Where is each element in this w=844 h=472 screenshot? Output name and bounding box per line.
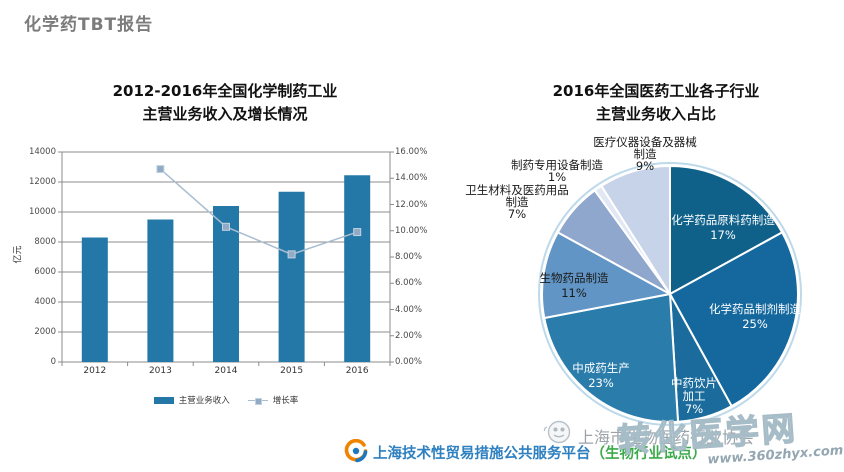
bar-2016 (344, 175, 371, 362)
bar-2015 (278, 191, 305, 362)
left-chart-title: 2012-2016年全国化学制药工业 主营业务收入及增长情况 (40, 80, 410, 126)
revenue-swatch (153, 396, 174, 404)
right-tick-label: 12.00% (395, 199, 428, 210)
x-label-2013: 2013 (148, 366, 172, 376)
right-chart-title-line1: 2016年全国医药工业各子行业 (552, 82, 760, 100)
pie-slice-4 (543, 293, 680, 423)
legend-item-revenue: 主营业务收入 (153, 394, 230, 406)
left-tick-label: 0 (50, 357, 56, 367)
platform-name-suffix: （生物行业试点） (590, 446, 707, 462)
growth-marker-point (156, 165, 165, 174)
x-label-2014: 2014 (214, 366, 238, 376)
left-tick-label: 8000 (34, 237, 56, 247)
right-tick-label: 16.00% (395, 147, 428, 157)
bar-2013 (147, 219, 174, 362)
x-label-2012: 2012 (83, 366, 107, 376)
right-tick-label: 0.00% (395, 357, 423, 367)
pie-outer-ring (538, 162, 802, 426)
left-tick-label: 12000 (28, 177, 56, 187)
growth-marker-point (353, 228, 362, 237)
pie-slice-2 (669, 231, 799, 408)
pie-slice-8 (600, 165, 671, 295)
growth-line-path (159, 168, 358, 256)
right-tick-label: 2.00% (395, 330, 423, 341)
association-name: 上海市生物医药行业协会 (578, 428, 755, 447)
pie-slice-5 (541, 231, 671, 319)
legend-growth-label: 增长率 (272, 396, 299, 406)
right-chart-title-line2: 主营业务收入占比 (595, 105, 716, 123)
growth-marker-point (287, 250, 296, 259)
left-tick-label: 14000 (28, 147, 56, 157)
right-tick-label: 6.00% (395, 278, 423, 289)
left-tick-label: 6000 (34, 267, 56, 277)
right-tick-label: 14.00% (395, 173, 428, 184)
left-chart-title-line1: 2012-2016年全国化学制药工业 (112, 82, 338, 100)
right-tick-label: 4.00% (395, 304, 423, 315)
legend-item-growth: 增长率 (247, 394, 299, 406)
growth-marker-icon (254, 397, 262, 405)
platform-name: 上海技术性贸易措施公共服务平台（生物行业试点） (373, 442, 707, 463)
association-logo-icon (543, 420, 571, 444)
right-axis-tick-labels: 16.00% 14.00% 12.00% 10.00% 8.00% 6.00% 4.00% 2… (395, 147, 443, 367)
left-chart-title-line2: 主营业务收入及增长情况 (142, 105, 308, 123)
x-label-2016: 2016 (345, 366, 369, 376)
left-tick-label: 10000 (28, 207, 56, 217)
platform-logo-icon (344, 439, 368, 463)
right-tick-label: 8.00% (395, 252, 423, 262)
bar-2014 (213, 206, 239, 362)
right-chart-title: 2016年全国医药工业各子行业 主营业务收入占比 (486, 80, 826, 126)
growth-marker-point (222, 222, 230, 231)
left-tick-label: 4000 (34, 297, 56, 307)
left-axis-tick-labels: 14000 12000 10000 8000 6000 4000 2000 0 (16, 147, 56, 367)
platform-name-main: 上海技术性贸易措施公共服务平台 (373, 446, 591, 462)
growth-line-marker (247, 397, 268, 405)
bar-2012 (81, 237, 108, 362)
x-label-2015: 2015 (280, 366, 304, 376)
legend: 主营业务收入 增长率 (62, 394, 390, 406)
pie-slice-1 (669, 165, 784, 295)
pie-plot (538, 162, 802, 426)
left-tick-label: 2000 (34, 327, 56, 337)
page-title: 化学药TBT报告 (24, 15, 154, 35)
x-axis-labels: 2012 2013 2014 2015 2016 (62, 366, 390, 378)
right-tick-label: 10.00% (395, 225, 428, 236)
bar-line-plot (58, 151, 394, 366)
legend-revenue-label: 主营业务收入 (178, 396, 230, 406)
